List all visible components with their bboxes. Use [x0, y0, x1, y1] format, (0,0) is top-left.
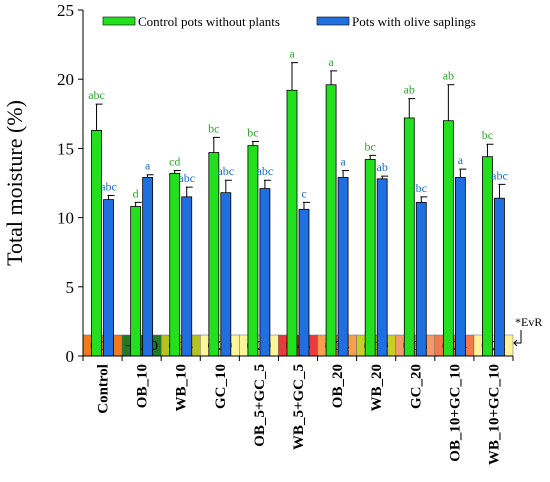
- error-bar: [447, 84, 455, 121]
- y-tick-label: 0: [66, 347, 75, 366]
- significance-letter: c: [301, 186, 306, 200]
- legend-swatch: [316, 16, 350, 26]
- error-bar: [342, 170, 350, 178]
- error-bar: [251, 140, 259, 146]
- error-bar: [369, 154, 377, 160]
- significance-letter: abc: [217, 164, 234, 178]
- significance-letter: ab: [404, 83, 415, 97]
- bar: [364, 159, 376, 357]
- axes: 0 5 10 15 20 25: [57, 1, 514, 366]
- bar: [337, 177, 349, 357]
- error-bar: [146, 174, 154, 178]
- bar: [482, 156, 493, 357]
- error-bar: [185, 186, 193, 197]
- x-tick-label: OB_20: [330, 364, 346, 408]
- significance-letter: cd: [169, 155, 180, 169]
- y-axis-label: Total moisture (%): [2, 100, 27, 266]
- bar: [91, 130, 102, 357]
- x-tick-label: OB_10: [135, 364, 151, 408]
- evr-label: *EvR: [515, 315, 542, 329]
- error-bar: [173, 170, 181, 174]
- y-tick-label: 5: [66, 278, 75, 297]
- evr-arrow: [513, 330, 522, 347]
- x-tick-label: WB_20: [369, 364, 385, 412]
- x-tick-label: GC_10: [213, 364, 229, 409]
- bar: [286, 89, 298, 357]
- y-tick-label: 25: [57, 1, 74, 20]
- significance-letter: a: [328, 55, 334, 69]
- legend-label: Pots with olive saplings: [352, 14, 476, 29]
- error-bars: [95, 62, 506, 210]
- error-bar: [303, 201, 310, 210]
- bar: [403, 117, 415, 357]
- significance-letter: abc: [178, 171, 195, 185]
- error-bar: [330, 70, 338, 85]
- significance-letter: ab: [377, 160, 388, 174]
- error-bar: [212, 136, 220, 153]
- significance-letter: bc: [482, 128, 493, 142]
- bar: [169, 172, 181, 357]
- error-bar: [134, 201, 142, 207]
- legend-label: Control pots without plants: [138, 14, 280, 29]
- y-tick-label: 20: [57, 70, 74, 89]
- significance-letter: bc: [247, 125, 258, 139]
- significance-letter: abc: [257, 164, 274, 178]
- significance-letter: a: [145, 159, 151, 173]
- x-tick-label: WB_10+GC_10: [486, 364, 502, 465]
- x-tick-label: OB_10+GC_10: [447, 364, 463, 462]
- bar: [130, 206, 142, 357]
- bar: [325, 84, 337, 357]
- significance-letter: a: [458, 153, 464, 167]
- x-tick-labels: Control OB_10 WB_10 GC_10 OB_5+GC_5 WB_5+GC_5…: [96, 364, 503, 465]
- significance-letter: d: [133, 186, 139, 200]
- legend-swatch: [102, 16, 136, 26]
- error-bar: [498, 183, 506, 199]
- bar: [376, 178, 388, 357]
- significance-letter: abc: [88, 88, 105, 102]
- bar: [142, 177, 154, 357]
- error-bar: [263, 179, 271, 189]
- bar: [208, 152, 220, 357]
- bar: [454, 177, 466, 357]
- bar: [103, 199, 114, 357]
- x-tick-label: GC_20: [408, 364, 424, 409]
- error-bar: [224, 179, 232, 193]
- significance-letter: ab: [443, 69, 454, 83]
- y-tick-label: 15: [57, 139, 74, 158]
- error-bar: [486, 143, 494, 157]
- bar: [442, 120, 454, 357]
- x-tick-label: Control: [96, 364, 112, 414]
- error-bar: [408, 98, 416, 118]
- error-bar: [381, 175, 389, 179]
- x-tick-label: WB_10: [174, 364, 190, 412]
- bar: [259, 188, 271, 357]
- bar: [298, 208, 310, 357]
- x-tick-label: WB_5+GC_5: [291, 364, 307, 450]
- error-bar: [459, 168, 467, 178]
- x-tick-label: OB_5+GC_5: [252, 364, 268, 447]
- bar: [494, 197, 505, 357]
- error-bar: [291, 62, 298, 91]
- legend: Control pots without plants Pots with oli…: [102, 14, 476, 29]
- significance-letter: bc: [416, 181, 427, 195]
- error-bar: [95, 103, 103, 131]
- significance-letter: a: [340, 155, 346, 169]
- bar: [181, 196, 193, 357]
- bars: [91, 84, 505, 357]
- bar: [220, 192, 232, 357]
- significance-letter: a: [289, 47, 295, 61]
- error-bar: [420, 196, 428, 203]
- y-tick-label: 10: [57, 209, 74, 228]
- significance-letter: abc: [491, 168, 508, 182]
- significance-letter: abc: [100, 179, 117, 193]
- significance-letter: bc: [365, 139, 376, 153]
- error-bar: [107, 194, 115, 200]
- significance-letter: bc: [208, 121, 219, 135]
- bar: [415, 201, 427, 357]
